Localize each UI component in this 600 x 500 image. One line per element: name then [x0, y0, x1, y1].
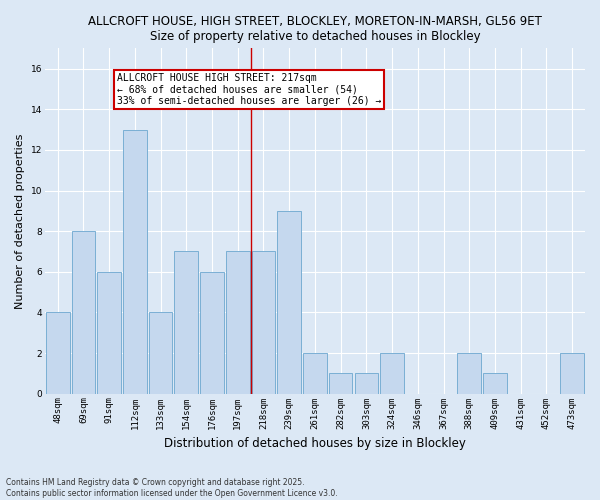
Bar — [200, 272, 224, 394]
Bar — [483, 374, 507, 394]
Bar — [226, 252, 250, 394]
Bar — [175, 252, 198, 394]
Bar — [329, 374, 352, 394]
Bar — [123, 130, 146, 394]
Bar — [355, 374, 378, 394]
Bar — [277, 211, 301, 394]
Bar — [149, 312, 172, 394]
Bar — [251, 252, 275, 394]
Bar — [457, 353, 481, 394]
Bar — [303, 353, 327, 394]
X-axis label: Distribution of detached houses by size in Blockley: Distribution of detached houses by size … — [164, 437, 466, 450]
Text: Contains HM Land Registry data © Crown copyright and database right 2025.
Contai: Contains HM Land Registry data © Crown c… — [6, 478, 338, 498]
Y-axis label: Number of detached properties: Number of detached properties — [15, 134, 25, 308]
Bar — [560, 353, 584, 394]
Bar — [380, 353, 404, 394]
Bar — [71, 231, 95, 394]
Bar — [97, 272, 121, 394]
Bar — [46, 312, 70, 394]
Text: ALLCROFT HOUSE HIGH STREET: 217sqm
← 68% of detached houses are smaller (54)
33%: ALLCROFT HOUSE HIGH STREET: 217sqm ← 68%… — [117, 72, 381, 106]
Title: ALLCROFT HOUSE, HIGH STREET, BLOCKLEY, MORETON-IN-MARSH, GL56 9ET
Size of proper: ALLCROFT HOUSE, HIGH STREET, BLOCKLEY, M… — [88, 15, 542, 43]
